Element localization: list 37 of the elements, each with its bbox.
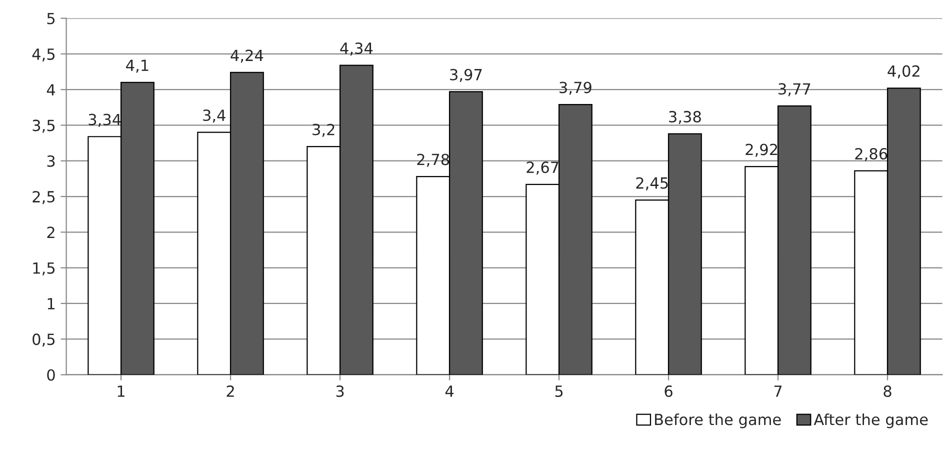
- data-label: 3,2: [312, 124, 334, 137]
- x-tick-label: 3: [336, 385, 344, 397]
- x-tick-label: 4: [445, 386, 454, 397]
- data-label: 3,4: [203, 110, 226, 123]
- y-tick-label: 1: [48, 298, 54, 310]
- y-tick-label: 0,5: [32, 334, 55, 347]
- x-tick-label: 2: [226, 385, 234, 397]
- y-tick-label: 1,5: [33, 262, 55, 276]
- data-label: 2,92: [746, 144, 778, 157]
- data-label: 3,38: [669, 110, 701, 124]
- y-tick-label: 0: [47, 369, 55, 381]
- data-label: 3,79: [560, 82, 592, 95]
- y-tick-label: 5: [47, 12, 55, 24]
- x-tick-label: 1: [118, 386, 124, 397]
- data-label: 3,77: [778, 83, 810, 96]
- x-tick-label: 5: [555, 386, 563, 397]
- y-tick-label: 4,5: [32, 48, 55, 62]
- data-label: 2,86: [855, 148, 888, 162]
- y-tick-label: 2,5: [32, 190, 55, 204]
- y-tick-label: 4: [46, 84, 56, 96]
- y-tick-label: 2: [47, 226, 54, 238]
- data-label: 4,24: [230, 50, 264, 63]
- data-label: 4,02: [888, 65, 920, 78]
- x-tick-label: 8: [884, 385, 892, 397]
- x-tick-label: 7: [774, 386, 782, 397]
- legend-label: Before the game: [655, 413, 781, 428]
- data-label: 2,45: [636, 177, 668, 190]
- data-label: 4,1: [126, 60, 148, 73]
- y-tick-label: 3: [47, 155, 55, 167]
- data-label: 3,97: [450, 68, 482, 82]
- y-tick-label: 3,5: [32, 120, 55, 133]
- legend-label: After the game: [814, 413, 928, 428]
- data-label: 2,78: [417, 154, 450, 167]
- x-tick-label: 6: [664, 385, 672, 397]
- data-label: 3,34: [88, 114, 121, 127]
- data-label: 2,67: [526, 162, 558, 175]
- data-label: 4,34: [340, 42, 373, 56]
